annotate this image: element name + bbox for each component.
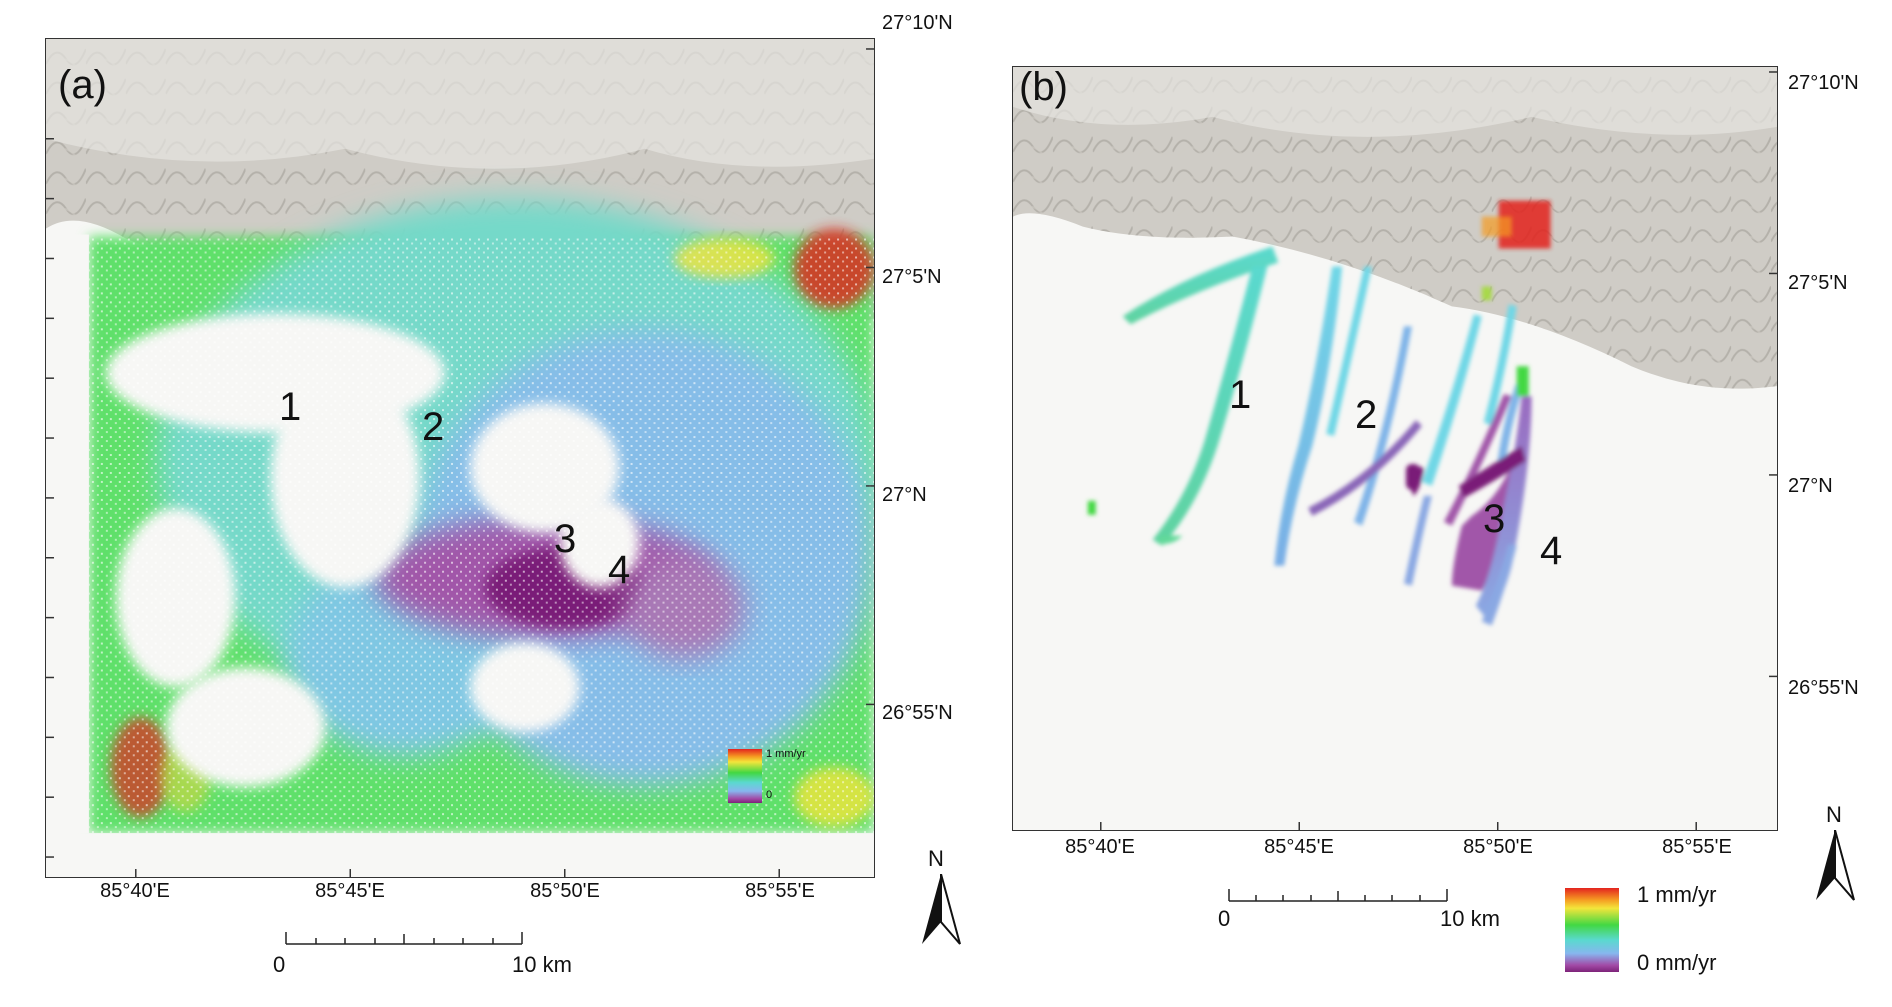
- lat-label-a-3: 27°N: [882, 484, 927, 506]
- region-label-2: 2: [1355, 393, 1378, 437]
- scale-a-start: 0: [273, 952, 286, 977]
- lon-label-b-4: 85°55'E: [1662, 836, 1732, 858]
- lat-label-a-4: 26°55'N: [882, 702, 953, 724]
- scale-bar-b: [1227, 885, 1449, 910]
- legend-a-min: 0: [766, 789, 773, 801]
- legend-a-max: 1 mm/yr: [766, 748, 806, 760]
- lat-label-b-1: 27°10'N: [1788, 72, 1859, 94]
- scale-b-end: 10 km: [1440, 906, 1500, 931]
- region-label-4: 4: [1540, 529, 1563, 573]
- lat-label-a-1: 27°10'N: [882, 12, 953, 34]
- color-ramp-b: [1565, 888, 1619, 972]
- velocity-map-b: [1013, 67, 1777, 830]
- lon-label-a-4: 85°55'E: [745, 880, 815, 902]
- lon-label-b-2: 85°45'E: [1264, 836, 1334, 858]
- scale-b-start: 0: [1218, 906, 1231, 931]
- lon-label-b-3: 85°50'E: [1463, 836, 1533, 858]
- lon-label-a-3: 85°50'E: [530, 880, 600, 902]
- region-label-2: 2: [422, 405, 445, 449]
- map-panel-a[interactable]: (a) 1 2 3 4 1 mm/yr 0: [45, 38, 875, 878]
- legend-b-max: 1 mm/yr: [1637, 882, 1717, 907]
- scale-bar-a: [284, 928, 524, 953]
- map-panel-b[interactable]: (b) 1 2 3 4: [1012, 66, 1778, 831]
- panel-b-label: (b): [1019, 66, 1068, 109]
- north-arrow-icon-a: [922, 874, 961, 945]
- legend-b-min: 0 mm/yr: [1637, 950, 1717, 975]
- region-label-1: 1: [279, 385, 302, 429]
- region-label-3: 3: [554, 517, 577, 561]
- scale-bar-b-graphic: [1228, 889, 1448, 902]
- color-ramp-a: [728, 749, 762, 803]
- lat-label-b-2: 27°5'N: [1788, 272, 1848, 294]
- scale-a-end: 10 km: [512, 952, 572, 977]
- north-letter-a: N: [928, 846, 944, 871]
- region-label-4: 4: [608, 548, 631, 592]
- north-arrow-icon-b: [1816, 830, 1855, 901]
- lon-label-a-1: 85°40'E: [100, 880, 170, 902]
- lat-label-b-4: 26°55'N: [1788, 677, 1859, 699]
- lat-label-a-2: 27°5'N: [882, 266, 942, 288]
- lat-label-b-3: 27°N: [1788, 475, 1833, 497]
- panel-a-label: (a): [58, 63, 107, 107]
- scale-bar-a-graphic: [285, 932, 523, 945]
- north-letter-b: N: [1826, 802, 1842, 827]
- lon-label-b-1: 85°40'E: [1065, 836, 1135, 858]
- region-label-3: 3: [1483, 497, 1506, 541]
- region-label-1: 1: [1229, 373, 1252, 417]
- velocity-map-a: [46, 39, 874, 877]
- lon-label-a-2: 85°45'E: [315, 880, 385, 902]
